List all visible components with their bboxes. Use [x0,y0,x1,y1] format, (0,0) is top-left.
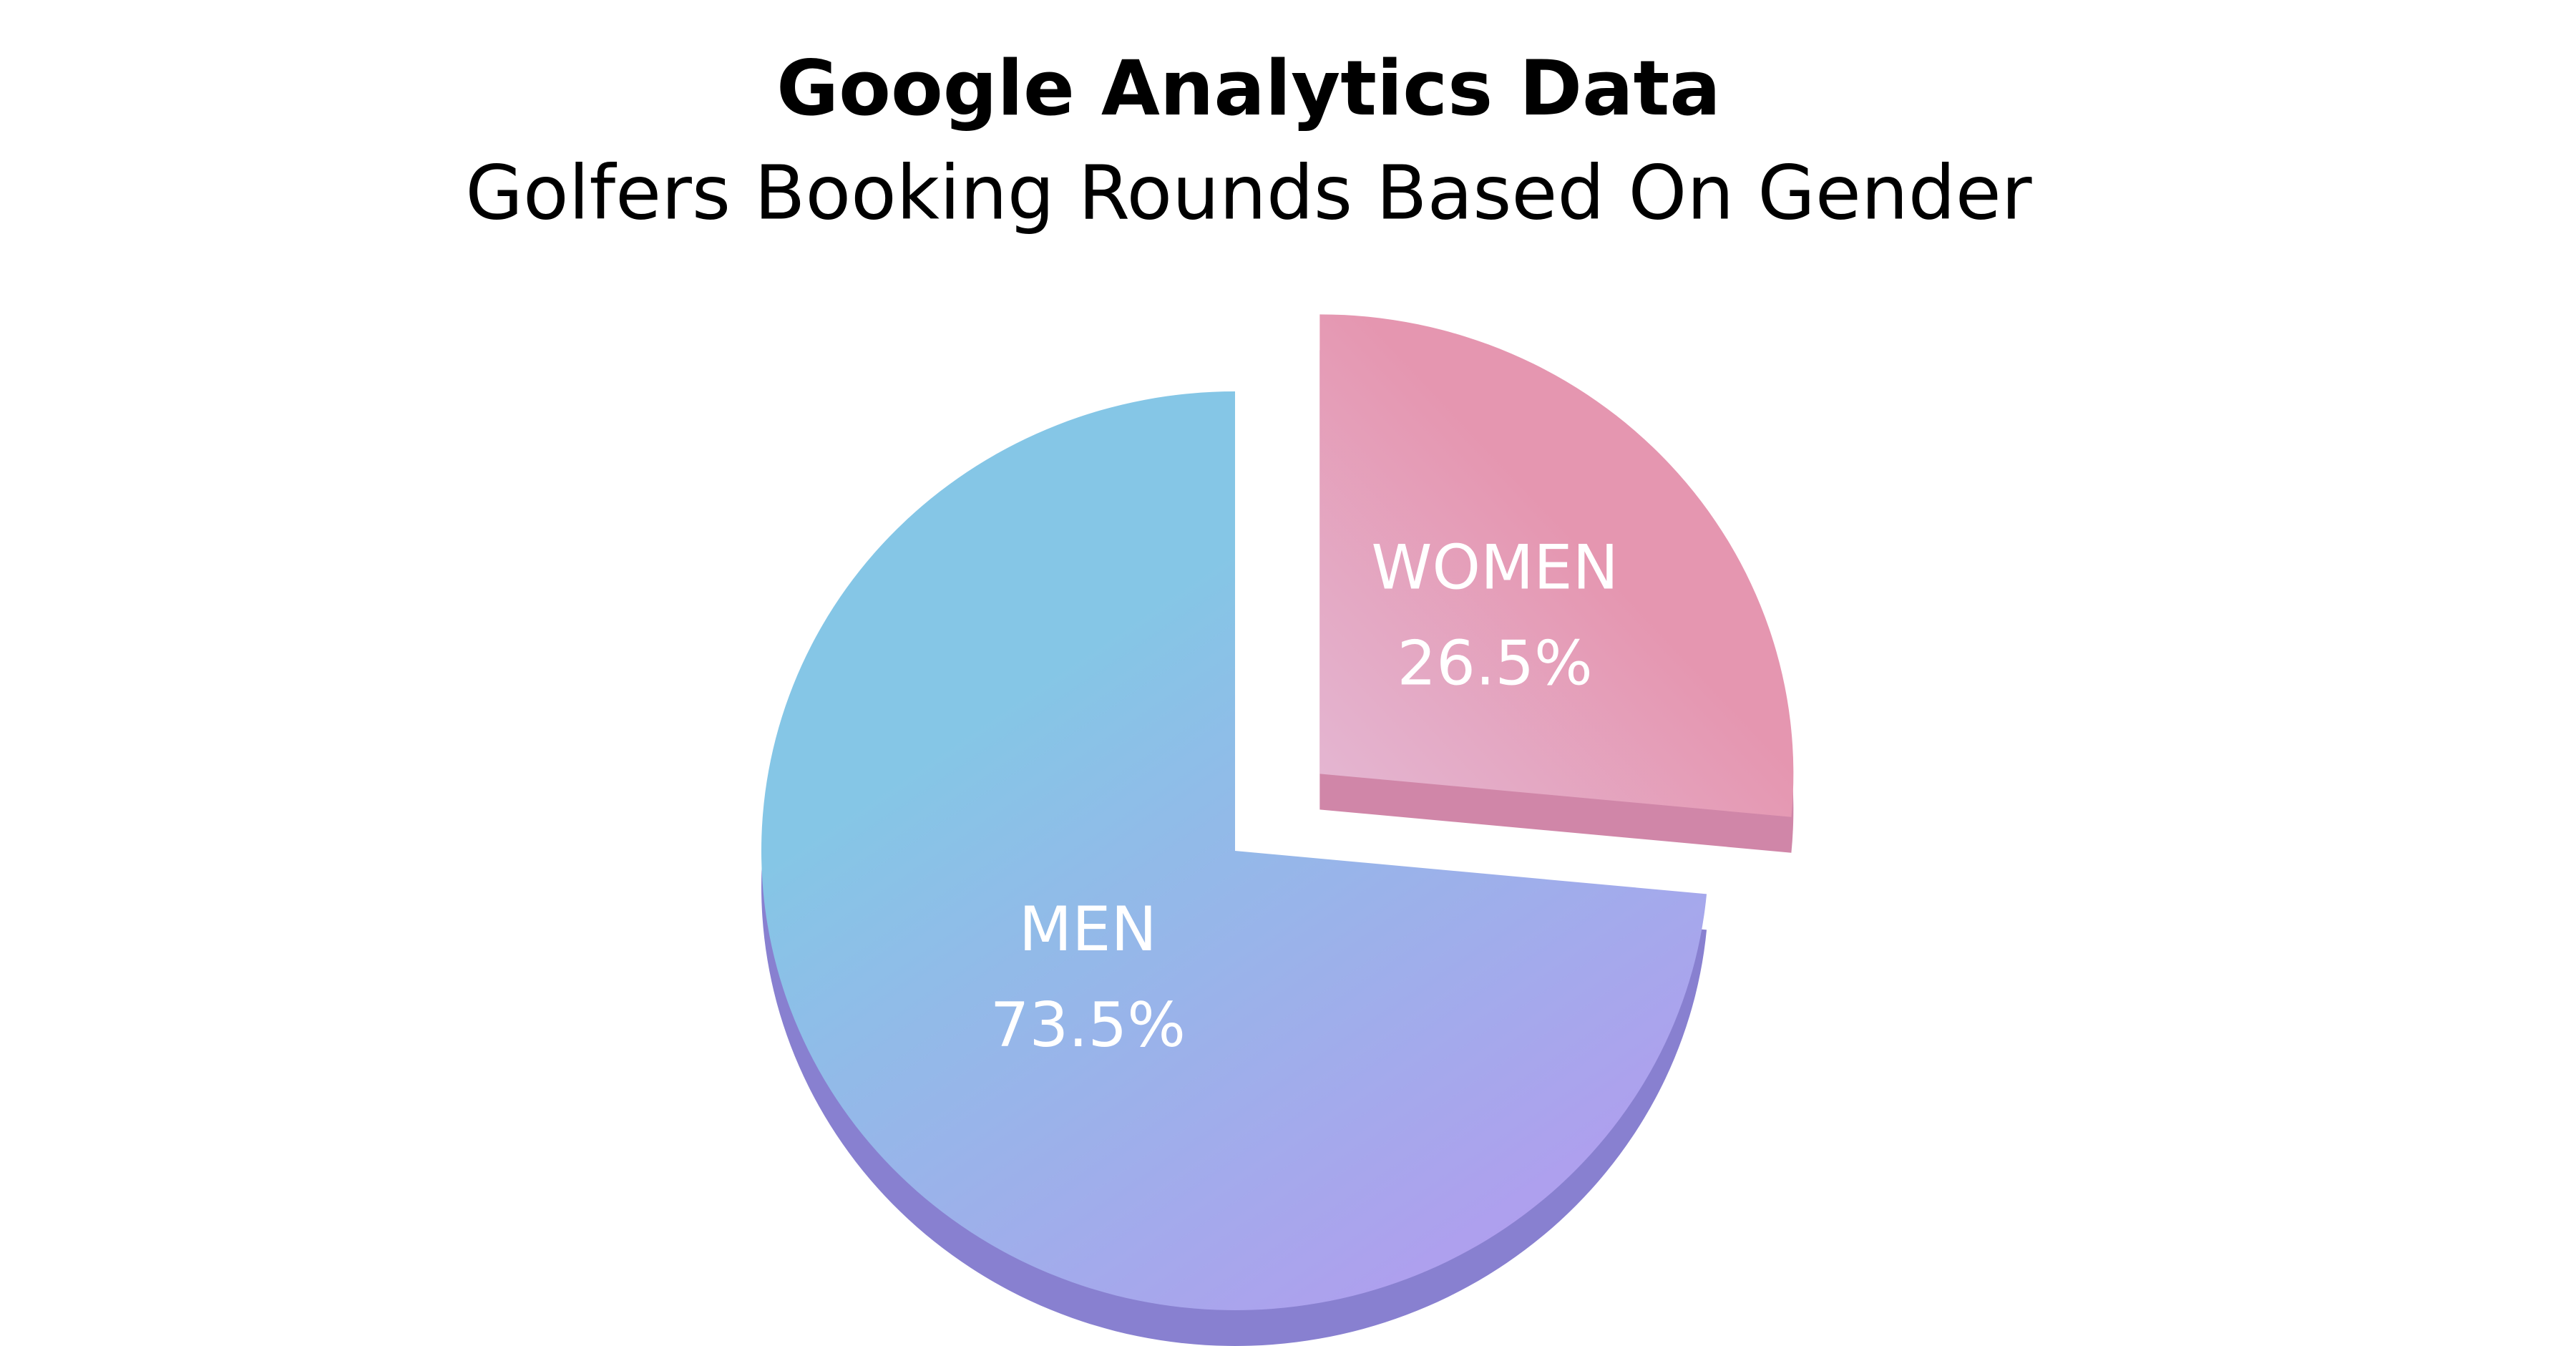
pie: WOMEN 26.5% MEN 73.5% [761,314,1794,1346]
slice-label: WOMEN [1371,532,1619,604]
value-label: 73.5% [990,990,1186,1061]
slice [1319,314,1794,817]
chart-title: Google Analytics Data [776,44,1721,132]
chart-subtitle: Golfers Booking Rounds Based On Gender [465,149,2031,236]
slice-label: MEN [1019,894,1157,965]
value-label: 26.5% [1397,628,1593,700]
slice [761,391,1707,1310]
